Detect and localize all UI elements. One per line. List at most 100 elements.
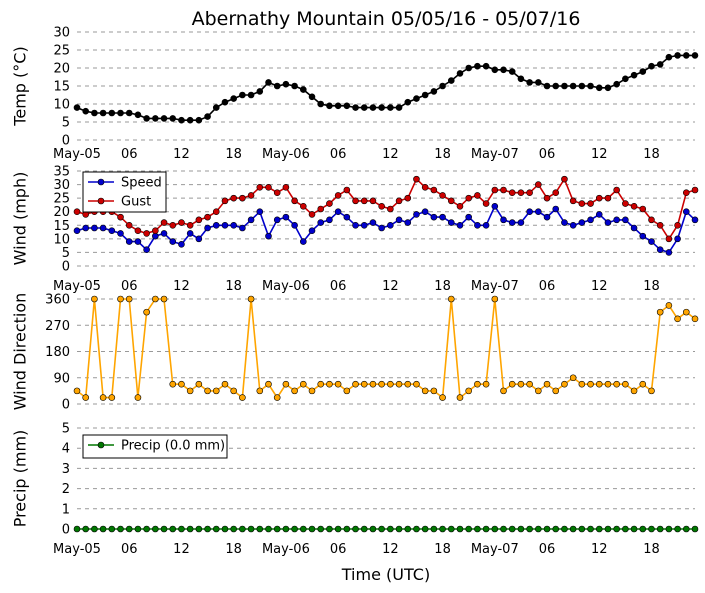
data-point <box>221 221 229 229</box>
data-point <box>178 240 185 248</box>
data-point <box>369 197 377 205</box>
data-point <box>561 525 568 533</box>
data-point <box>456 70 464 77</box>
data-point <box>648 62 655 70</box>
data-point <box>117 230 124 237</box>
data-point <box>604 219 612 226</box>
data-point <box>91 525 98 533</box>
data-point <box>543 82 551 90</box>
data-point <box>239 224 246 232</box>
data-point <box>239 194 246 202</box>
data-point <box>99 525 107 533</box>
data-point <box>447 295 455 303</box>
y-tick-label: 5 <box>62 422 70 437</box>
data-point <box>691 315 699 323</box>
data-point <box>465 387 472 395</box>
data-point <box>360 197 368 205</box>
data-point <box>117 295 124 303</box>
data-point <box>526 525 533 533</box>
data-point <box>282 183 290 191</box>
x-tick-label: 18 <box>434 147 451 162</box>
data-point <box>535 387 542 395</box>
data-point <box>535 525 542 533</box>
data-point <box>291 197 298 205</box>
data-point <box>186 525 194 533</box>
data-point <box>352 197 359 205</box>
data-point <box>230 525 237 533</box>
series-line <box>76 298 696 400</box>
data-point <box>73 387 81 395</box>
data-point <box>674 221 681 229</box>
data-point <box>256 88 264 95</box>
y-tick-label: 10 <box>53 98 70 113</box>
data-point <box>134 394 142 401</box>
y-axis-label: Temp (°C) <box>11 46 30 126</box>
data-point <box>569 374 577 382</box>
data-point <box>212 387 220 395</box>
legend-label: Speed <box>121 176 162 191</box>
data-point <box>508 189 516 197</box>
data-point <box>430 387 438 395</box>
series-speed <box>73 202 699 256</box>
x-tick-label: May-07 <box>471 542 519 557</box>
data-point <box>221 98 229 106</box>
data-point <box>622 216 629 224</box>
data-point <box>152 232 159 240</box>
data-point <box>482 221 490 229</box>
data-point <box>622 525 629 533</box>
x-tick-label: 12 <box>173 279 190 294</box>
data-point <box>317 219 325 226</box>
y-tick-label: 20 <box>53 205 70 220</box>
data-point <box>143 525 150 533</box>
data-point <box>326 200 333 207</box>
data-point <box>543 213 551 221</box>
data-point <box>204 525 211 533</box>
data-point <box>178 116 185 124</box>
data-point <box>117 213 124 221</box>
data-point <box>517 219 525 226</box>
data-point <box>656 308 664 316</box>
data-point <box>604 525 612 533</box>
data-point <box>639 525 647 533</box>
data-point <box>143 308 150 316</box>
y-tick-label: 25 <box>53 44 70 59</box>
data-point <box>369 219 377 226</box>
y-tick-label: 0 <box>62 260 70 275</box>
data-point <box>430 88 438 95</box>
data-point <box>99 224 107 232</box>
data-point <box>378 380 385 388</box>
y-axis-label: Precip (mm) <box>11 430 30 528</box>
data-point <box>578 200 586 207</box>
data-point <box>552 189 560 197</box>
data-point <box>456 525 464 533</box>
data-point <box>543 525 551 533</box>
x-tick-label: May-05 <box>53 147 101 162</box>
y-tick-label: 0 <box>62 398 70 413</box>
data-point <box>395 197 403 205</box>
data-point <box>247 216 255 224</box>
x-tick-label: 06 <box>330 542 347 557</box>
data-point <box>395 380 403 388</box>
y-tick-label: 2 <box>62 482 70 497</box>
data-point <box>169 238 177 245</box>
data-point <box>413 175 420 183</box>
data-point <box>99 109 107 117</box>
data-point <box>387 205 394 213</box>
data-point <box>99 394 107 401</box>
chart-title: Abernathy Mountain 05/05/16 - 05/07/16 <box>192 8 581 30</box>
data-point <box>648 216 655 224</box>
data-point <box>482 200 490 207</box>
data-point <box>561 219 568 226</box>
data-point <box>604 194 612 202</box>
data-point <box>282 213 290 221</box>
x-tick-label: 18 <box>225 279 242 294</box>
x-tick-label: 06 <box>121 542 138 557</box>
data-point <box>439 213 446 221</box>
data-point <box>195 380 203 388</box>
data-point <box>447 525 455 533</box>
data-point <box>291 387 298 395</box>
data-point <box>439 82 446 90</box>
data-point <box>604 380 612 388</box>
data-point <box>595 380 603 388</box>
data-point <box>691 186 699 194</box>
